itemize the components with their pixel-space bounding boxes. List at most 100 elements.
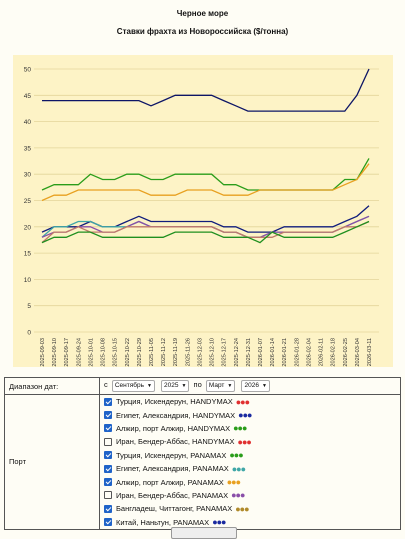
apply-button[interactable] <box>171 527 237 539</box>
y-tick-label: 15 <box>24 251 32 258</box>
series-color-dots-icon: ●●● <box>212 517 226 528</box>
port-checkbox[interactable] <box>104 437 112 446</box>
port-checkbox[interactable] <box>104 464 112 473</box>
port-option-label: Турция, Искендерун, HANDYMAX <box>116 397 233 407</box>
y-tick-label: 45 <box>24 93 32 100</box>
x-tick-label: 2025-11-19 <box>173 338 179 366</box>
y-tick-label: 10 <box>24 277 32 284</box>
port-option-label: Китай, Наньтун, PANAMAX <box>116 517 210 527</box>
chevron-down-icon: ▼ <box>146 383 152 389</box>
x-tick-label: 2025-12-17 <box>222 338 228 367</box>
x-tick-label: 2025-10-15 <box>113 338 119 367</box>
series-color-dots-icon: ●●● <box>229 450 243 461</box>
port-option[interactable]: Египет, Александрия, HANDYMAX ●●● <box>104 408 396 421</box>
port-option[interactable]: Алжир, порт Алжир, HANDYMAX ●●● <box>104 422 396 435</box>
port-checkbox[interactable] <box>104 518 112 527</box>
series-line <box>41 163 370 202</box>
chevron-down-icon: ▼ <box>227 383 233 389</box>
port-checkbox[interactable] <box>104 397 112 406</box>
series-color-dots-icon: ●●● <box>226 477 241 488</box>
y-tick-label: 0 <box>27 330 31 337</box>
series-color-dots-icon: ●●● <box>235 396 250 407</box>
date-range-cell: с Сентябрь ▼ 2025 ▼ по Март ▼ 2026 ▼ <box>99 377 401 395</box>
x-tick-label: 2025-10-29 <box>137 338 143 367</box>
series-line <box>41 220 370 244</box>
x-tick-label: 2026-03-04 <box>355 338 361 367</box>
port-checkbox[interactable] <box>104 478 112 487</box>
chart-plot-background <box>13 55 393 367</box>
series-line <box>42 68 370 112</box>
line-chart: 0 5 10 15 20 25 30 35 40 45 50 2025-09-03 2025-09-1… <box>13 55 393 367</box>
port-option-label: Бангладеш, Читтагонг, PANAMAX <box>116 504 233 514</box>
y-tick-label: 5 <box>27 303 31 310</box>
port-option[interactable]: Турция, Искендерун, PANAMAX ●●● <box>104 449 396 462</box>
chart-subtitle: Ставки фрахта из Новороссийска ($/тонна) <box>116 27 289 36</box>
port-option[interactable]: Алжир, порт Алжир, PANAMAX ●●● <box>104 475 396 488</box>
x-tick-label: 2025-12-31 <box>246 338 252 367</box>
x-tick-label: 2025-09-17 <box>64 338 70 367</box>
x-tick-label: 2025-12-10 <box>210 338 216 367</box>
x-tick-label: 2026-01-14 <box>270 338 276 367</box>
from-year-select[interactable]: 2025 ▼ <box>161 380 190 392</box>
to-label: по <box>193 380 202 389</box>
series-color-dots-icon: ●●● <box>238 410 252 421</box>
port-option[interactable]: Иран, Бендер-Аббас, HANDYMAX ●●● <box>104 435 396 448</box>
series-color-dots-icon: ●●● <box>231 463 246 474</box>
x-tick-label: 2025-09-10 <box>52 338 58 367</box>
port-checkbox[interactable] <box>104 424 112 433</box>
date-range-label: Диапазон дат: <box>4 377 100 395</box>
port-option-label: Алжир, порт Алжир, HANDYMAX <box>116 423 231 433</box>
port-checkbox[interactable] <box>104 504 112 513</box>
series-color-dots-icon: ●●● <box>231 490 245 501</box>
from-label: с <box>104 380 108 389</box>
from-month-select[interactable]: Сентябрь ▼ <box>111 380 155 392</box>
y-tick-label: 35 <box>24 145 32 152</box>
x-tick-label: 2026-02-25 <box>343 338 349 367</box>
x-tick-label: 2025-12-03 <box>197 338 203 367</box>
x-tick-label: 2026-02-18 <box>331 338 337 367</box>
port-checkbox[interactable] <box>104 451 112 460</box>
port-label: Порт <box>4 394 100 530</box>
y-tick-label: 50 <box>24 67 32 74</box>
series-color-dots-icon: ●●● <box>235 503 249 514</box>
port-option[interactable]: Иран, Бендер-Аббас, PANAMAX ●●● <box>104 489 396 502</box>
x-tick-label: 2025-09-03 <box>40 338 46 367</box>
port-option-label: Египет, Александрия, PANAMAX <box>116 464 229 474</box>
x-tick-label: 2026-02-11 <box>319 338 325 366</box>
port-option-label: Турция, Искендерун, PANAMAX <box>116 450 227 460</box>
port-option-label: Алжир, порт Алжир, PANAMAX <box>116 477 224 487</box>
x-tick-label: 2025-11-12 <box>161 338 167 366</box>
port-list: Турция, Искендерун, HANDYMAX ●●● Египет, А… <box>99 394 401 530</box>
series-color-dots-icon: ●●● <box>233 423 247 434</box>
x-tick-label: 2025-10-01 <box>88 338 94 367</box>
to-year-select[interactable]: 2026 ▼ <box>241 380 270 392</box>
port-option[interactable]: Турция, Искендерун, HANDYMAX ●●● <box>104 395 396 408</box>
port-option[interactable]: Китай, Наньтун, PANAMAX ●●● <box>104 516 396 529</box>
to-month-select[interactable]: Март ▼ <box>205 380 236 392</box>
port-option[interactable]: Бангладеш, Читтагонг, PANAMAX ●●● <box>104 502 396 515</box>
x-tick-label: 2026-01-21 <box>282 338 288 367</box>
x-tick-label: 2025-11-05 <box>149 338 155 366</box>
port-option-label: Иран, Бендер-Аббас, PANAMAX <box>116 490 229 500</box>
x-tick-label: 2026-02-04 <box>306 338 312 367</box>
x-tick-label: 2026-03-11 <box>367 338 373 366</box>
x-tick-label: 2026-01-07 <box>258 338 264 367</box>
y-tick-label: 20 <box>24 224 32 231</box>
x-tick-label: 2025-09-24 <box>76 338 82 367</box>
chevron-down-icon: ▼ <box>261 383 267 389</box>
port-option-label: Иран, Бендер-Аббас, HANDYMAX <box>116 437 235 447</box>
controls-table: Диапазон дат: с Сентябрь ▼ 2025 ▼ по Март ▼… <box>4 377 401 530</box>
series-color-dots-icon: ●●● <box>237 436 252 447</box>
x-tick-label: 2025-10-08 <box>101 338 107 367</box>
port-checkbox[interactable] <box>104 411 112 420</box>
port-checkbox[interactable] <box>104 491 112 500</box>
x-tick-label: 2025-12-24 <box>234 338 240 367</box>
chevron-down-icon: ▼ <box>181 383 187 389</box>
x-tick-label: 2025-10-22 <box>125 338 131 367</box>
x-tick-label: 2025-11-26 <box>185 338 191 366</box>
y-tick-label: 40 <box>24 119 32 126</box>
chart-title: Черное море <box>176 9 229 18</box>
y-tick-label: 30 <box>24 172 32 179</box>
port-option[interactable]: Египет, Александрия, PANAMAX ●●● <box>104 462 396 475</box>
y-tick-label: 25 <box>24 198 32 205</box>
